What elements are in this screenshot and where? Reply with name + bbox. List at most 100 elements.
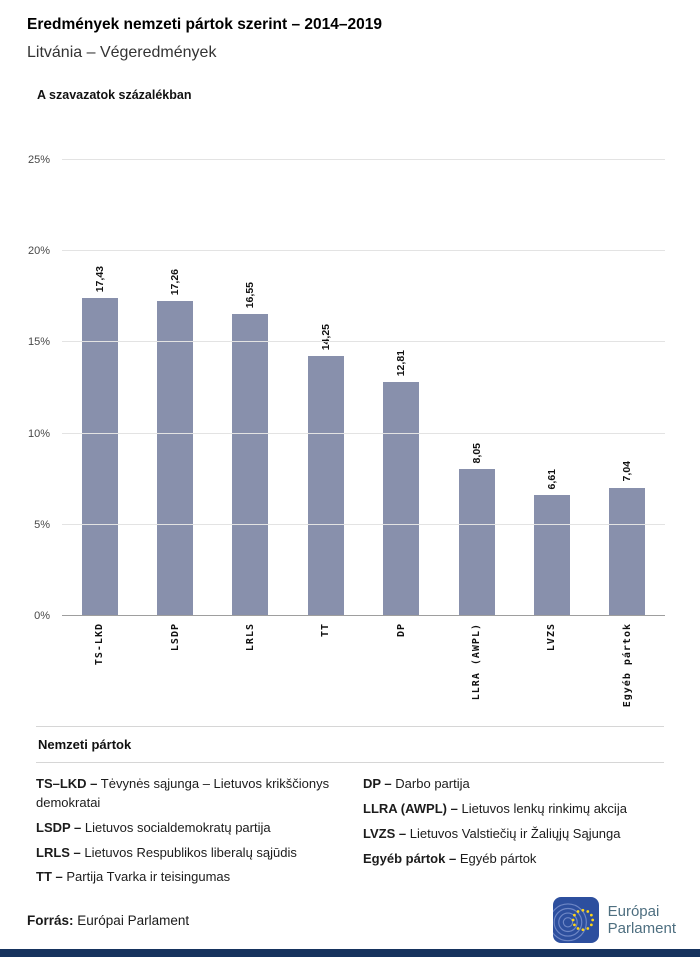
party-name: Lietuvos Valstiečių ir Žaliųjų Sąjunga	[409, 825, 621, 841]
bottom-bar	[0, 949, 700, 957]
party-abbr: TS–LKD –	[36, 776, 98, 791]
bar-value-label: 6,61	[545, 469, 558, 490]
page-title: Eredmények nemzeti pártok szerint – 2014…	[27, 16, 382, 33]
bar-column: 14,25	[288, 160, 363, 616]
party-name: Egyéb pártok	[459, 850, 537, 866]
party-abbr: LRLS –	[36, 844, 81, 860]
legend-item: LLRA (AWPL) – Lietuvos lenkų rinkimų akc…	[363, 800, 664, 819]
legend-item: LSDP – Lietuvos socialdemokratų partija	[36, 819, 337, 838]
party-name: Lietuvos lenkų rinkimų akcija	[461, 800, 627, 816]
gridline	[62, 341, 665, 343]
legend-columns: TS–LKD – Tėvynės sąjunga – Lietuvos krik…	[36, 775, 664, 893]
eu-flag-icon	[552, 897, 599, 943]
bar-value-label: 12,81	[395, 350, 408, 377]
bar-column: 17,26	[137, 160, 212, 616]
logo-wordmark: Európai Parlament	[608, 903, 676, 938]
legend-column-left: TS–LKD – Tėvynės sąjunga – Lietuvos krik…	[36, 775, 337, 893]
bar-value-label: 7,04	[621, 461, 634, 482]
y-tick-label: 15%	[27, 336, 50, 349]
legend-item: TS–LKD – Tėvynės sąjunga – Lietuvos krik…	[36, 775, 337, 813]
x-axis-labels: TS-LKD LSDP LRLS TT DP LLRA (AWPL) LVZS Egyéb p…	[62, 616, 665, 708]
bar	[383, 382, 420, 616]
bar-column: 16,55	[213, 160, 288, 616]
x-tick-label: DP	[395, 623, 407, 638]
bar	[458, 469, 495, 616]
x-tick: LSDP	[137, 616, 212, 708]
bar-value-label: 14,25	[319, 323, 332, 351]
bar-value-label: 17,43	[93, 265, 106, 293]
bar	[533, 495, 570, 616]
legend-column-right: DP – Darbo partija LLRA (AWPL) – Lietuvo…	[363, 775, 664, 893]
bar-value-label: 8,05	[470, 442, 483, 464]
x-axis: TS-LKD LSDP LRLS TT DP LLRA (AWPL) LVZS Egyéb p…	[8, 616, 665, 708]
source-label: Forrás:	[27, 912, 74, 928]
x-tick: LRLS	[213, 616, 288, 708]
legend-item: DP – Darbo partija	[363, 775, 664, 794]
y-tick-label: 0%	[34, 610, 50, 622]
y-axis-labels: 25% 20% 15% 10% 5% 0%	[8, 154, 62, 622]
bar-chart: 25% 20% 15% 10% 5% 0% 17,43 17,26 16,55 14,25 12,…	[8, 154, 665, 622]
plot-area: 17,43 17,26 16,55 14,25 12,81 8,05 6,61 7,04	[62, 159, 665, 616]
legend-item: Egyéb pártok – Egyéb pártok	[363, 850, 664, 869]
x-tick-label: LRLS	[244, 623, 256, 652]
chart-axis-title: A szavazatok százalékban	[37, 88, 192, 102]
source-text: Forrás: Európai Parlament	[27, 913, 189, 928]
gridline	[62, 615, 665, 616]
x-tick-label: TS-LKD	[94, 623, 106, 666]
bar-column: 12,81	[364, 160, 439, 616]
x-tick-label: LLRA (AWPL)	[471, 623, 483, 701]
bar	[81, 298, 118, 616]
party-name: Tėvynės sąjunga – Lietuvos krikščionys d…	[36, 776, 330, 810]
chart-section: A szavazatok százalékban 25% 20% 15% 10% 5% 0…	[0, 88, 700, 708]
bar-value-label: 16,55	[244, 281, 257, 309]
x-tick: TS-LKD	[62, 616, 137, 708]
party-name: Partija Tvarka ir teisingumas	[66, 869, 231, 885]
legend-item: TT – Partija Tvarka ir teisingumas	[36, 868, 337, 887]
source-value: Európai Parlament	[77, 912, 190, 928]
party-abbr: LLRA (AWPL) –	[363, 800, 458, 816]
european-parliament-logo: Európai Parlament	[552, 897, 676, 943]
y-tick-label: 5%	[34, 518, 50, 531]
party-abbr: LVZS –	[363, 825, 407, 841]
header: Eredmények nemzeti pártok szerint – 2014…	[0, 0, 700, 62]
bar-value-label: 17,26	[169, 268, 182, 296]
gridline	[62, 523, 665, 525]
bar-column: 17,43	[62, 160, 137, 616]
gridline	[62, 250, 665, 252]
party-name: Darbo partija	[395, 776, 470, 791]
y-tick-label: 25%	[27, 154, 50, 166]
legend-section: Nemzeti pártok TS–LKD – Tėvynės sąjunga …	[36, 726, 664, 893]
legend-item: LVZS – Lietuvos Valstiečių ir Žaliųjų Są…	[363, 825, 664, 844]
bars: 17,43 17,26 16,55 14,25 12,81 8,05 6,61 7,04	[62, 160, 665, 616]
x-tick-label: LVZS	[546, 623, 558, 652]
x-tick: Egyéb pártok	[590, 616, 665, 708]
page-subtitle: Litvánia – Végeredmények	[27, 44, 217, 61]
x-tick: LVZS	[514, 616, 589, 708]
x-tick-label: TT	[320, 623, 332, 638]
bar-column: 6,61	[514, 160, 589, 616]
gridline	[62, 159, 665, 160]
logo-text-line1: Európai	[607, 902, 660, 920]
party-abbr: TT –	[36, 869, 63, 885]
party-abbr: Egyéb pártok –	[363, 850, 457, 866]
x-tick: DP	[364, 616, 439, 708]
x-tick-label: Egyéb pártok	[621, 623, 633, 708]
logo-text-line2: Parlament	[607, 920, 676, 937]
bar-column: 8,05	[439, 160, 514, 616]
party-abbr: LSDP –	[36, 819, 82, 835]
legend-item: LRLS – Lietuvos Respublikos liberalų sąj…	[36, 844, 337, 863]
y-tick-label: 10%	[27, 427, 50, 440]
legend-heading: Nemzeti pártok	[36, 726, 664, 763]
x-tick: TT	[288, 616, 363, 708]
legend-heading-text: Nemzeti pártok	[38, 737, 132, 752]
party-name: Lietuvos socialdemokratų partija	[84, 819, 271, 835]
gridline	[62, 432, 665, 434]
bar	[157, 301, 194, 616]
x-axis-spacer	[8, 616, 62, 708]
bar	[609, 487, 646, 616]
bar-column: 7,04	[590, 160, 665, 616]
party-abbr: DP –	[363, 776, 392, 791]
x-tick-label: LSDP	[169, 623, 181, 652]
bar	[232, 314, 269, 616]
